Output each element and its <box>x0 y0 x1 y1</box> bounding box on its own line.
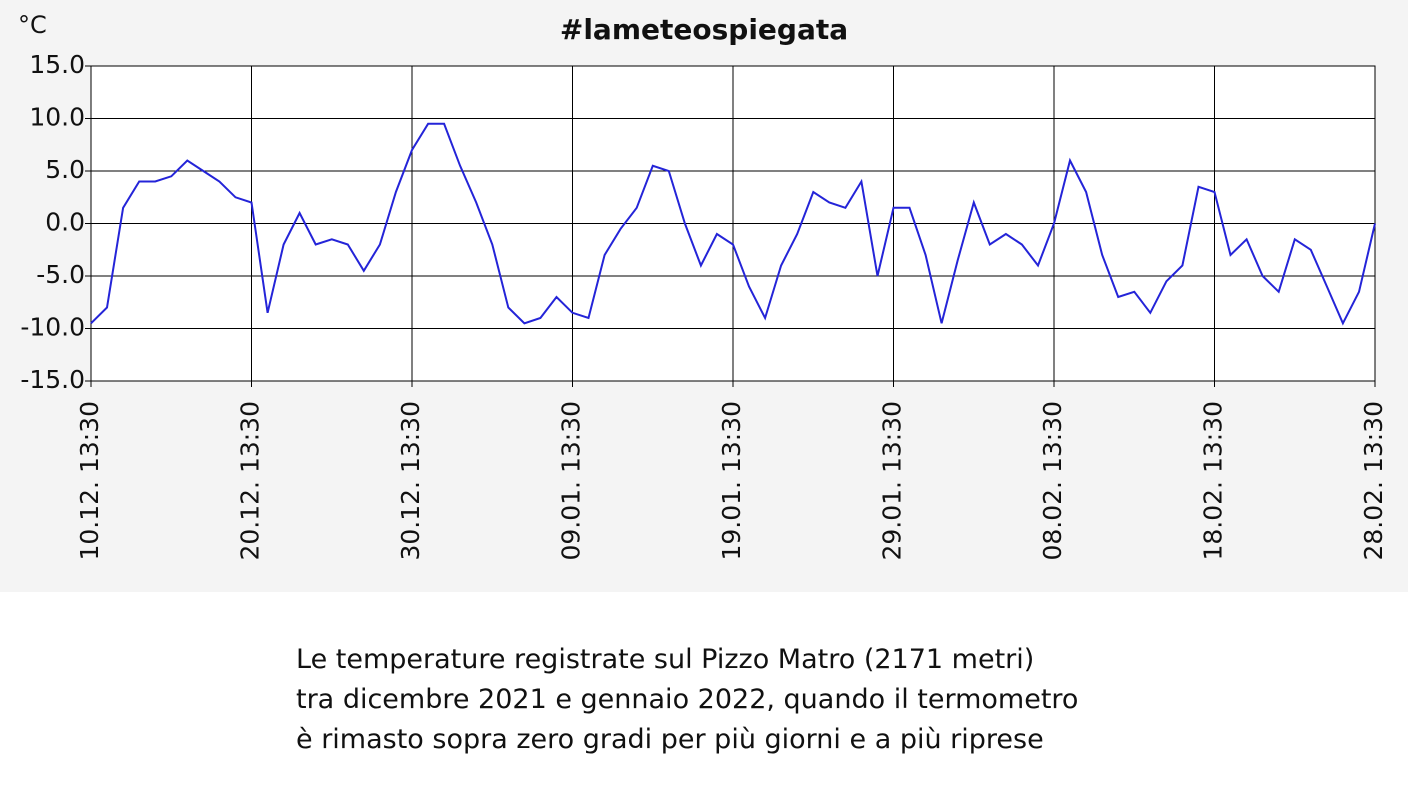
y-tick-label: 10.0 <box>29 103 85 132</box>
y-tick-label: 5.0 <box>45 155 85 184</box>
caption: Le temperature registrate sul Pizzo Matr… <box>296 640 1078 760</box>
y-tick-label: 15.0 <box>29 50 85 79</box>
x-tick-label: 09.01. 13:30 <box>557 401 586 561</box>
x-tick-label: 08.02. 13:30 <box>1038 401 1067 561</box>
temperature-line <box>90 122 1376 326</box>
y-tick-label: -15.0 <box>20 365 85 394</box>
x-tick-label: 30.12. 13:30 <box>396 401 425 561</box>
x-tick-label: 29.01. 13:30 <box>878 401 907 561</box>
x-tick-label: 18.02. 13:30 <box>1199 401 1228 561</box>
x-tick-label: 20.12. 13:30 <box>236 401 265 561</box>
chart-title: #lameteospiegata <box>560 13 848 46</box>
caption-line: Le temperature registrate sul Pizzo Matr… <box>296 644 1035 675</box>
y-unit: °C <box>18 11 47 39</box>
caption-line: tra dicembre 2021 e gennaio 2022, quando… <box>296 684 1079 715</box>
chart: #lameteospiegata °C -15.0 -10.0 -5.0 0.0 5.0… <box>0 0 1408 592</box>
y-tick-label: -10.0 <box>20 313 85 342</box>
x-tick-label: 28.02. 13:30 <box>1359 401 1388 561</box>
y-tick-label: 0.0 <box>45 208 85 237</box>
caption-line: è rimasto sopra zero gradi per più giorn… <box>296 724 1044 755</box>
x-tick-label: 10.12. 13:30 <box>75 401 104 561</box>
x-tick-label: 19.01. 13:30 <box>717 401 746 561</box>
y-tick-label: -5.0 <box>36 260 85 289</box>
